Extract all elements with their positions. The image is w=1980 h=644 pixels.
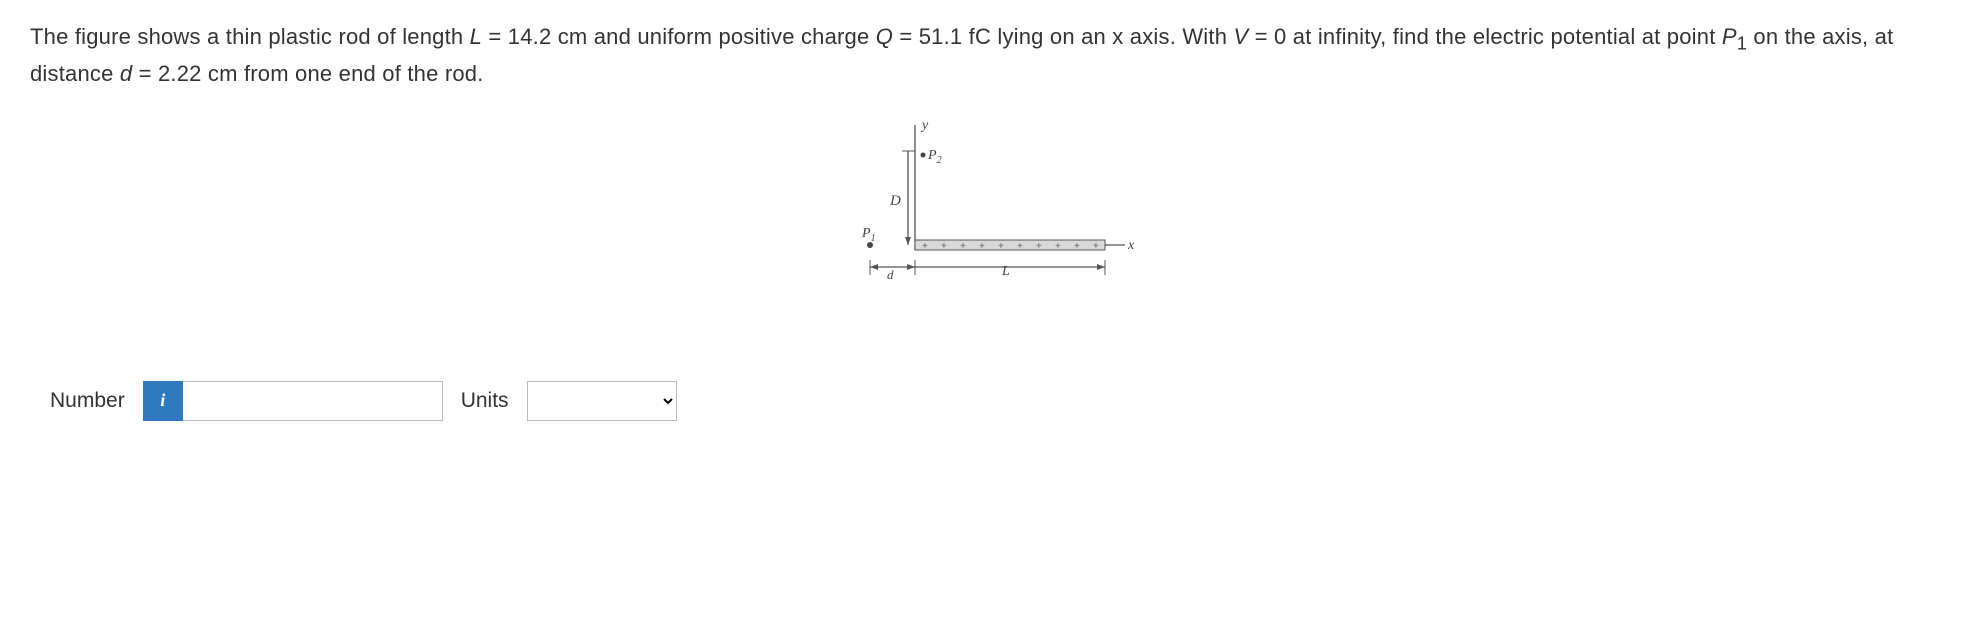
d-label: d <box>887 267 894 282</box>
plus-mark: + <box>1055 241 1061 252</box>
q-part: = 51.1 fC lying on an x axis. With <box>893 24 1233 49</box>
q-part: = 0 at infinity, find the electric poten… <box>1248 24 1721 49</box>
units-select[interactable] <box>527 381 677 421</box>
sym-P-sub: 1 <box>1737 32 1747 53</box>
p2-point <box>921 152 926 157</box>
figure-svg: y P2 D P1 + + + + + + + + + + <box>830 115 1150 315</box>
x-label: x <box>1127 238 1135 253</box>
p2-label: P2 <box>927 148 942 166</box>
sym-L: L <box>470 24 482 49</box>
plus-mark: + <box>922 241 928 252</box>
d-arrow-down <box>905 237 911 245</box>
D-label: D <box>889 193 901 209</box>
units-label: Units <box>461 389 509 413</box>
plus-mark: + <box>1093 241 1099 252</box>
plus-mark: + <box>1074 241 1080 252</box>
d-arrow-l <box>870 264 878 270</box>
plus-mark: + <box>998 241 1004 252</box>
number-label: Number <box>50 389 125 413</box>
physics-figure: y P2 D P1 + + + + + + + + + + <box>830 115 1150 315</box>
q-part: = 2.22 cm from one end of the rod. <box>132 61 483 86</box>
plus-mark: + <box>1036 241 1042 252</box>
sym-d: d <box>120 61 132 86</box>
sym-V: V <box>1233 24 1248 49</box>
q-part: = 14.2 cm and uniform positive charge <box>482 24 876 49</box>
sym-P: P <box>1722 24 1737 49</box>
figure-container: y P2 D P1 + + + + + + + + + + <box>30 115 1950 321</box>
plus-mark: + <box>960 241 966 252</box>
answer-row: Number i Units <box>30 381 1950 421</box>
y-label: y <box>920 118 929 133</box>
plus-mark: + <box>941 241 947 252</box>
d-arrow-r <box>907 264 915 270</box>
q-part: The figure shows a thin plastic rod of l… <box>30 24 470 49</box>
L-label: L <box>1001 264 1010 279</box>
plus-mark: + <box>979 241 985 252</box>
L-arrow-r <box>1097 264 1105 270</box>
question-text: The figure shows a thin plastic rod of l… <box>30 20 1950 90</box>
number-input[interactable] <box>183 381 443 421</box>
number-input-group: i <box>143 381 443 421</box>
sym-Q: Q <box>876 24 893 49</box>
p1-label: P1 <box>861 226 876 244</box>
plus-mark: + <box>1017 241 1023 252</box>
info-icon[interactable]: i <box>143 381 183 421</box>
